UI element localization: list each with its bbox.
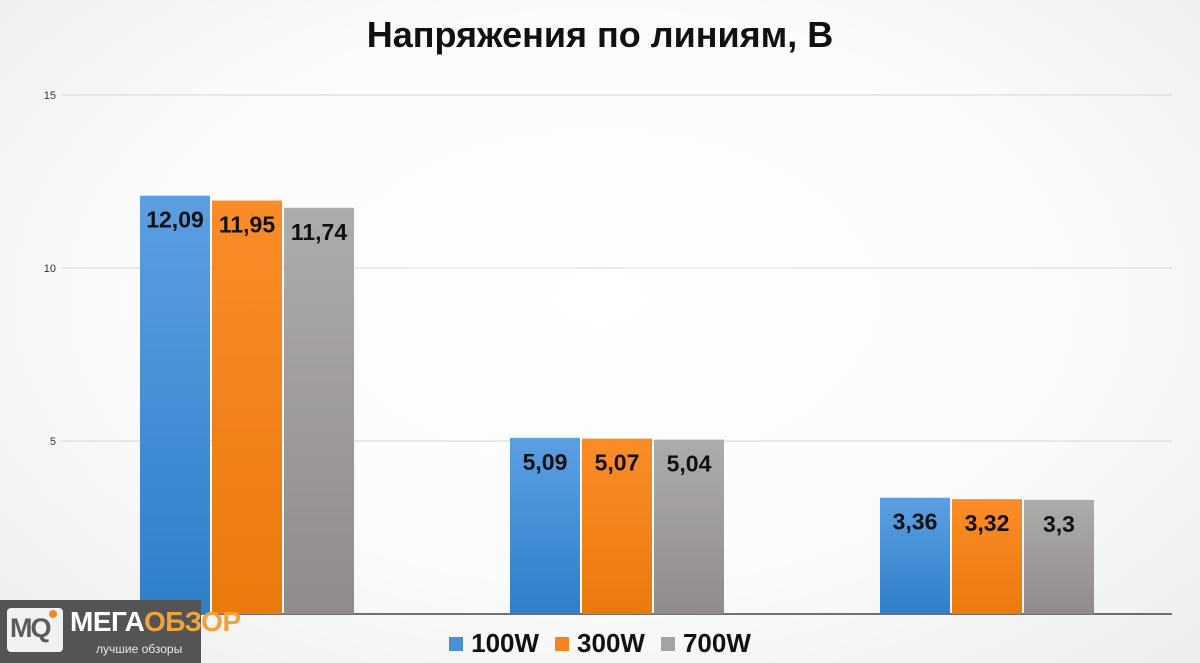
legend-item-700W: 700W	[660, 628, 751, 659]
brand-tagline: лучшие обзоры	[96, 642, 183, 656]
brand-name-part1: МЕГА	[70, 606, 144, 637]
brand-dot-icon	[49, 610, 57, 618]
chart-title: Напряжения по линиям, В	[366, 14, 834, 55]
y-tick-label: 10	[44, 263, 56, 275]
legend-swatch	[555, 636, 570, 651]
y-tick-label: 15	[44, 90, 56, 102]
legend-swatch	[660, 636, 675, 651]
legend: 100W 300W 700W	[0, 628, 1200, 659]
data-label: 5,09	[523, 449, 568, 475]
bar-300W-3	[952, 499, 1022, 614]
legend-item-300W: 300W	[555, 628, 645, 659]
data-label: 5,04	[667, 451, 712, 477]
data-label: 5,07	[595, 450, 640, 476]
brand-mark: MQ	[7, 608, 63, 652]
data-label: 11,95	[219, 212, 275, 238]
y-tick-label: 5	[50, 436, 56, 448]
legend-label: 100W	[471, 628, 540, 658]
legend-label: 300W	[577, 628, 645, 658]
bar-700W-3	[1024, 499, 1094, 614]
legend-swatch	[449, 636, 464, 651]
legend-label: 700W	[682, 628, 751, 658]
bar-100W-3	[880, 497, 950, 614]
data-label: 3,32	[965, 510, 1010, 536]
legend-item-100W: 100W	[449, 628, 539, 659]
brand-name-part2: ОБЗОР	[143, 606, 241, 637]
bar-700W-1	[284, 207, 354, 614]
brand-mark-text: MQ	[10, 613, 51, 643]
data-label: 3,3	[1043, 511, 1075, 537]
brand-logo: MQ МЕГАОБЗОР лучшие обзоры	[0, 600, 241, 663]
bars	[140, 195, 1094, 614]
data-label: 3,36	[893, 509, 938, 535]
bar-700W-2	[654, 439, 724, 614]
bar-300W-2	[582, 438, 652, 614]
bar-300W-1	[212, 200, 282, 614]
brand-name: МЕГАОБЗОР	[70, 606, 241, 638]
bar-100W-2	[510, 437, 580, 614]
bar-100W-1	[140, 195, 210, 614]
data-labels: 12,09 11,95 11,74 5,09 5,07 5,04 3,36 3,32 3,3	[146, 207, 1075, 537]
data-label: 12,09	[146, 207, 204, 233]
data-label: 11,74	[291, 219, 347, 245]
